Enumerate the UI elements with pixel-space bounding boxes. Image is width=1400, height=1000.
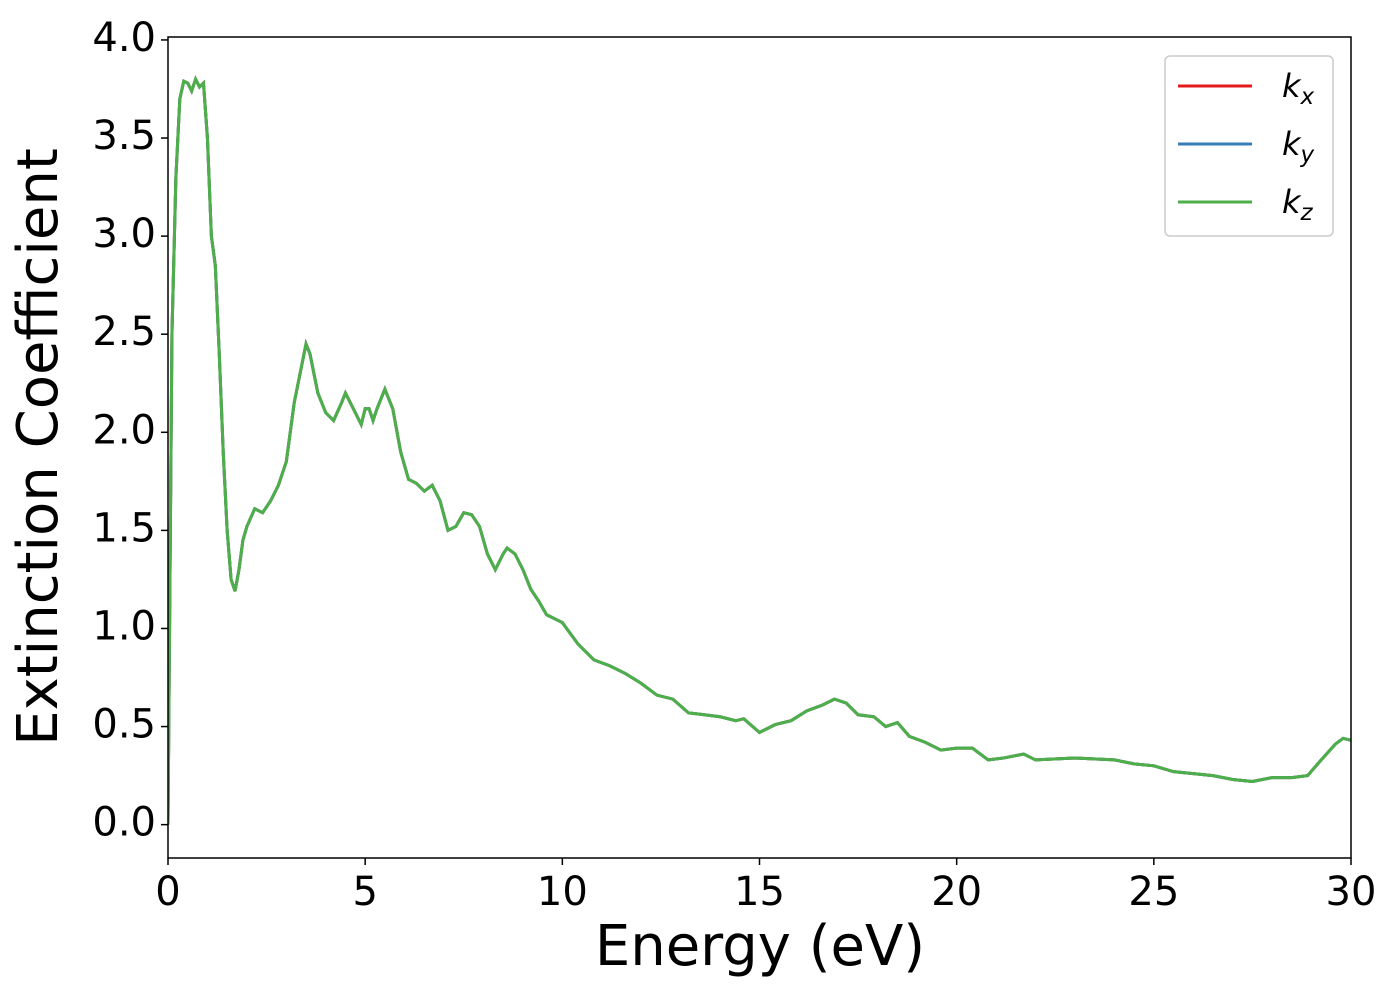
legend-label: ky [1282,125,1315,168]
y-tick-label: 2.5 [92,309,156,355]
legend-box [1164,55,1334,237]
legend-label: kx [1282,67,1315,110]
y-tick-label: 0.0 [92,800,156,846]
y-axis-label: Extinction Coefficient [6,148,71,746]
line-series [168,75,1351,825]
y-tick-label: 2.0 [92,407,156,453]
x-tick-label: 20 [931,869,982,915]
x-tick-label: 25 [1128,869,1179,915]
y-tick-label: 0.5 [92,702,156,748]
plot-frame [167,36,1352,859]
x-tick-label: 30 [1326,869,1377,915]
y-tick-label: 1.0 [92,603,156,649]
x-tick-label: 5 [352,869,377,915]
y-tick-label: 1.5 [92,505,156,551]
y-tick-label: 3.0 [92,211,156,257]
y-tick-label: 3.5 [92,113,156,159]
x-axis-label: Energy (eV) [595,914,925,979]
x-tick-label: 15 [734,869,785,915]
x-tick-label: 10 [537,869,588,915]
legend-label: kz [1282,183,1314,226]
y-tick-label: 4.0 [92,15,156,61]
x-tick-label: 0 [155,869,180,915]
